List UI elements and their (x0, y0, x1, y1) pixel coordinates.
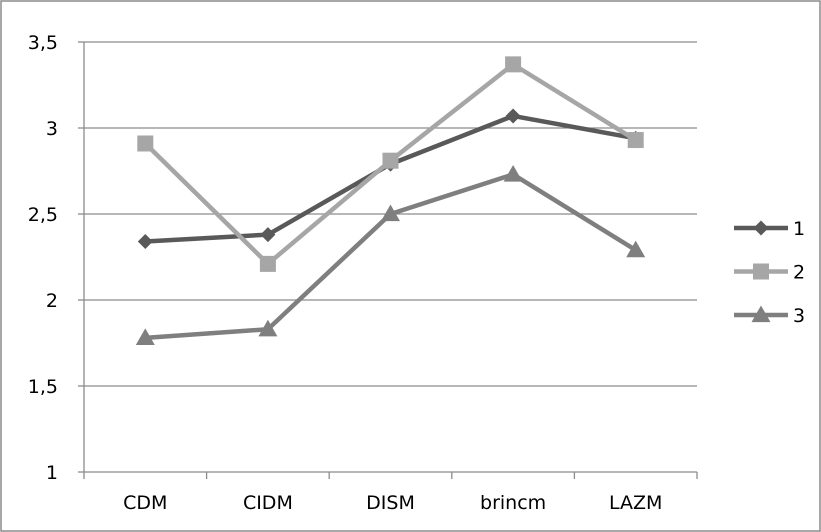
legend-item: 3 (734, 305, 805, 327)
x-tick-label: CIDM (243, 492, 293, 514)
y-tick-label: 2 (46, 290, 58, 312)
legend: 1 2 3 (734, 218, 805, 327)
point-marker-diamond (260, 227, 276, 243)
x-tick-label: DISM (366, 492, 415, 514)
point-marker-square (259, 255, 276, 272)
point-marker-square (137, 135, 154, 152)
point-marker-triangle (258, 319, 278, 337)
y-tick-label: 1,5 (28, 376, 58, 398)
point-marker-square (753, 263, 769, 280)
x-tick-label: brincm (480, 492, 546, 514)
legend-label: 2 (793, 262, 805, 284)
point-marker-triangle (626, 240, 646, 258)
y-tick-label: 3 (46, 118, 58, 140)
legend-label: 1 (793, 218, 805, 240)
legend-item: 2 (734, 262, 805, 284)
point-marker-triangle (503, 164, 523, 182)
point-marker-diamond (505, 108, 521, 124)
point-marker-triangle (751, 305, 771, 323)
point-marker-diamond (753, 220, 769, 236)
point-marker-triangle (381, 204, 400, 222)
point-marker-square (505, 56, 522, 73)
axes (78, 41, 698, 479)
x-tick-label: LAZM (609, 492, 662, 514)
series-2 (137, 56, 644, 272)
series-3 (135, 164, 646, 345)
tick-labels: 1 1,5 2 2,5 3 3,5 CDM CIDM DISM brincm LAZM (28, 32, 663, 514)
y-tick-label: 1 (46, 462, 58, 484)
y-tick-label: 3,5 (28, 32, 58, 54)
series-lines (135, 56, 646, 345)
point-marker-square (627, 132, 644, 149)
point-marker-diamond (137, 234, 153, 250)
legend-item: 1 (734, 218, 805, 240)
legend-label: 3 (793, 305, 805, 327)
point-marker-square (382, 152, 399, 169)
y-tick-label: 2,5 (28, 204, 58, 226)
point-marker-triangle (135, 328, 155, 345)
x-tick-label: CDM (123, 492, 167, 514)
